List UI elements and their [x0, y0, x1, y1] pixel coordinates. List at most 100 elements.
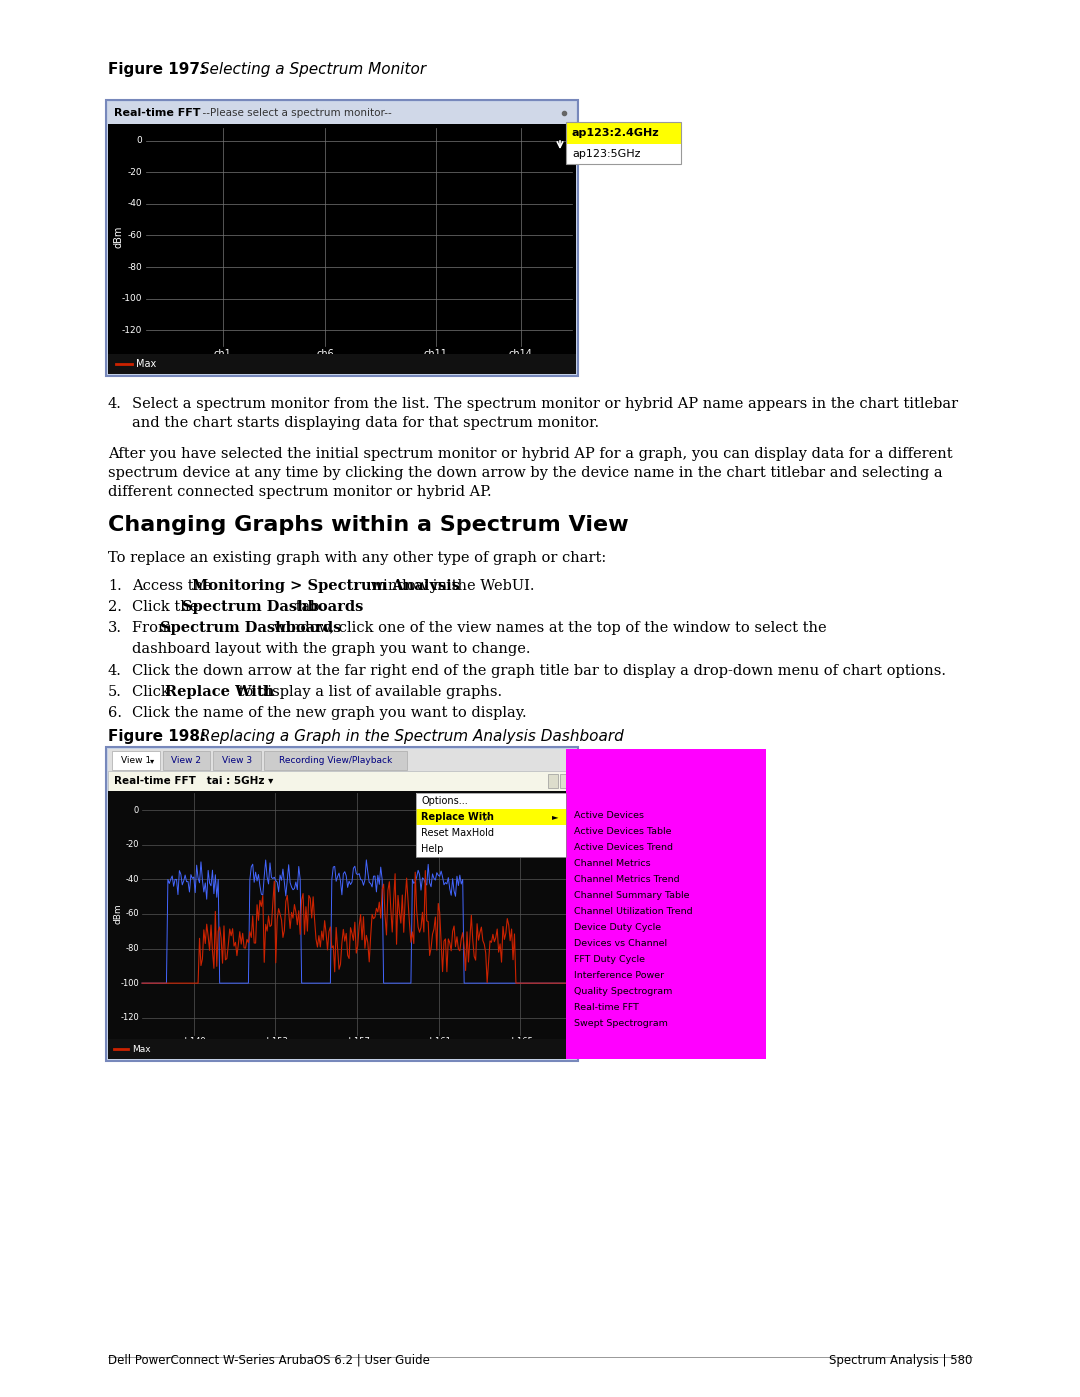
Text: 2.: 2. — [108, 599, 122, 615]
Text: ▾: ▾ — [149, 756, 153, 766]
Text: Dell PowerConnect W-Series ArubaOS 6.2 | User Guide: Dell PowerConnect W-Series ArubaOS 6.2 |… — [108, 1354, 430, 1368]
Text: Spectrum Dashboards: Spectrum Dashboards — [160, 622, 341, 636]
Text: Spectrum Analysis | 580: Spectrum Analysis | 580 — [828, 1354, 972, 1368]
Text: Click the down arrow at the far right end of the graph title bar to display a dr: Click the down arrow at the far right en… — [132, 664, 946, 678]
Bar — [108, 353, 576, 374]
Text: -60: -60 — [125, 909, 139, 918]
Text: ap123:2.4GHz: ap123:2.4GHz — [572, 129, 660, 138]
Bar — [112, 752, 160, 770]
Bar — [416, 793, 566, 809]
Bar — [566, 122, 681, 163]
Text: To replace an existing graph with any other type of graph or chart:: To replace an existing graph with any ot… — [108, 550, 606, 564]
Text: View 2: View 2 — [172, 756, 201, 766]
Bar — [108, 749, 576, 771]
Text: 0: 0 — [136, 136, 141, 145]
Bar — [561, 774, 570, 788]
Bar — [264, 752, 406, 770]
Text: Spectrum Dashboards: Spectrum Dashboards — [181, 599, 363, 615]
Text: Devices vs Channel: Devices vs Channel — [573, 939, 667, 947]
Text: ch6: ch6 — [316, 349, 334, 359]
Text: Click the: Click the — [132, 599, 199, 615]
Text: Real-time FFT   tai : 5GHz ▾: Real-time FFT tai : 5GHz ▾ — [114, 775, 273, 787]
Text: 4.: 4. — [108, 664, 122, 678]
Text: Changing Graphs within a Spectrum View: Changing Graphs within a Spectrum View — [108, 515, 629, 535]
Text: Click the name of the new graph you want to display.: Click the name of the new graph you want… — [132, 705, 527, 719]
Text: Help: Help — [421, 844, 444, 854]
Text: Active Devices: Active Devices — [573, 810, 644, 820]
Bar — [416, 809, 566, 826]
Text: -100: -100 — [121, 295, 141, 303]
Text: Selecting a Spectrum Monitor: Selecting a Spectrum Monitor — [195, 61, 427, 77]
Text: -60: -60 — [127, 231, 141, 240]
Bar — [108, 791, 576, 1059]
Text: Channel Utilization Trend: Channel Utilization Trend — [573, 907, 692, 915]
Text: ✓: ✓ — [481, 814, 490, 824]
Text: From: From — [132, 622, 176, 636]
Text: Real-time FFT: Real-time FFT — [573, 1003, 639, 1011]
Bar — [163, 752, 211, 770]
Bar — [106, 747, 578, 1060]
Text: Device Duty Cycle: Device Duty Cycle — [573, 922, 661, 932]
Text: Access the: Access the — [132, 578, 216, 592]
Text: -120: -120 — [122, 326, 141, 335]
Text: Select a spectrum monitor from the list. The spectrum monitor or hybrid AP name : Select a spectrum monitor from the list.… — [132, 397, 958, 411]
Text: Swept Spectrogram: Swept Spectrogram — [573, 1018, 667, 1028]
Text: 0: 0 — [134, 806, 139, 814]
Text: -20: -20 — [125, 841, 139, 849]
Bar — [108, 124, 576, 374]
Text: Monitoring > Spectrum Analysis: Monitoring > Spectrum Analysis — [192, 578, 460, 592]
Text: Active Devices Table: Active Devices Table — [573, 827, 672, 835]
Text: to display a list of available graphs.: to display a list of available graphs. — [234, 685, 502, 698]
Text: -120: -120 — [120, 1013, 139, 1023]
Text: ch149: ch149 — [180, 1037, 206, 1046]
Bar — [106, 101, 578, 376]
Text: ch161: ch161 — [426, 1037, 451, 1046]
Text: Replace With: Replace With — [421, 812, 494, 821]
Bar — [213, 752, 260, 770]
Text: -80: -80 — [127, 263, 141, 271]
Text: ch14: ch14 — [509, 349, 532, 359]
Text: View 3: View 3 — [221, 756, 252, 766]
Bar — [108, 1039, 576, 1059]
Text: tab.: tab. — [292, 599, 324, 615]
Text: --Please select a spectrum monitor--: --Please select a spectrum monitor-- — [195, 108, 392, 117]
Text: Channel Metrics: Channel Metrics — [573, 859, 650, 868]
Bar — [108, 102, 576, 124]
Bar — [548, 774, 558, 788]
Text: window in the WebUI.: window in the WebUI. — [366, 578, 535, 592]
Text: ch153: ch153 — [262, 1037, 288, 1046]
Text: FFT Duty Cycle: FFT Duty Cycle — [573, 954, 645, 964]
Text: Active Devices Trend: Active Devices Trend — [573, 842, 673, 852]
Text: different connected spectrum monitor or hybrid AP.: different connected spectrum monitor or … — [108, 485, 491, 499]
Text: ch11: ch11 — [423, 349, 447, 359]
Text: Interference Power: Interference Power — [573, 971, 664, 979]
Text: -40: -40 — [127, 200, 141, 208]
Text: Replace With: Replace With — [165, 685, 274, 698]
Text: Figure 198:: Figure 198: — [108, 729, 206, 745]
Text: -100: -100 — [120, 979, 139, 988]
Text: Max: Max — [136, 359, 157, 369]
Text: and the chart starts displaying data for that spectrum monitor.: and the chart starts displaying data for… — [132, 416, 599, 430]
Text: 5.: 5. — [108, 685, 122, 698]
Text: Replacing a Graph in the Spectrum Analysis Dashboard: Replacing a Graph in the Spectrum Analys… — [195, 729, 624, 745]
Bar — [416, 793, 566, 856]
Text: Channel Metrics Trend: Channel Metrics Trend — [573, 875, 679, 883]
Text: 4.: 4. — [108, 397, 122, 411]
Text: Click: Click — [132, 685, 174, 698]
Text: dBm: dBm — [113, 904, 122, 925]
Text: After you have selected the initial spectrum monitor or hybrid AP for a graph, y: After you have selected the initial spec… — [108, 447, 953, 461]
Bar — [108, 771, 576, 791]
Text: View 1: View 1 — [121, 756, 151, 766]
Text: 6.: 6. — [108, 705, 122, 719]
Text: Channel Summary Table: Channel Summary Table — [573, 890, 689, 900]
Text: ap123:5GHz: ap123:5GHz — [572, 149, 640, 159]
Text: ch1: ch1 — [214, 349, 231, 359]
Text: spectrum device at any time by clicking the down arrow by the device name in the: spectrum device at any time by clicking … — [108, 467, 943, 481]
Text: Reset MaxHold: Reset MaxHold — [421, 828, 494, 838]
Text: Figure 197:: Figure 197: — [108, 61, 206, 77]
Text: Quality Spectrogram: Quality Spectrogram — [573, 986, 673, 996]
Text: dashboard layout with the graph you want to change.: dashboard layout with the graph you want… — [132, 643, 530, 657]
Text: dBm: dBm — [113, 226, 123, 249]
Text: ►: ► — [552, 813, 558, 821]
Bar — [416, 826, 566, 841]
